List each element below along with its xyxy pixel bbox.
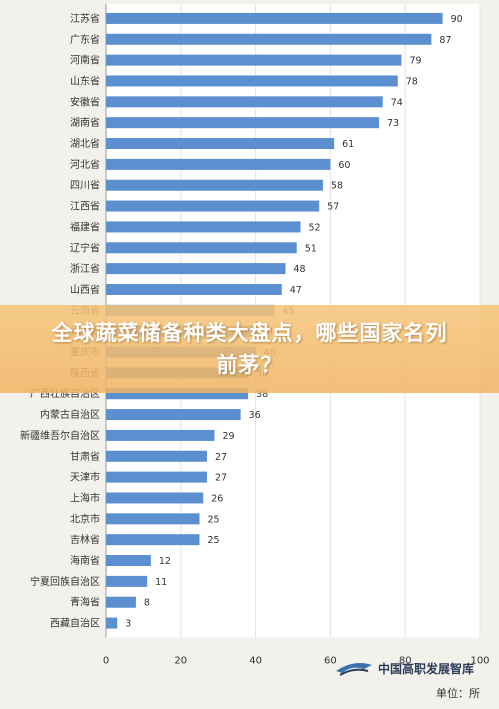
watermark: 中国高职发展智库 [334, 654, 494, 682]
value-label-24: 25 [208, 514, 220, 525]
watermark-logo-icon [336, 663, 372, 676]
bar-7 [106, 158, 331, 170]
bar-0 [106, 12, 443, 24]
bar-5 [106, 117, 380, 129]
value-label-6: 61 [342, 139, 354, 150]
category-label-5: 湖南省 [70, 116, 100, 129]
bar-13 [106, 283, 282, 295]
banner-title: 全球蔬菜储备种类大盘点，哪些国家名列前茅？ [51, 321, 448, 377]
value-label-20: 29 [222, 431, 234, 442]
category-label-28: 青海省 [70, 596, 100, 609]
bar-6 [106, 138, 335, 150]
category-label-13: 山西省 [70, 283, 100, 296]
bar-28 [106, 596, 136, 608]
value-label-0: 90 [451, 14, 463, 25]
x-tick-label-0: 0 [103, 656, 109, 667]
bar-27 [106, 575, 148, 587]
bar-9 [106, 200, 320, 212]
bar-1 [106, 33, 432, 45]
x-tick-label-5: 100 [470, 656, 489, 667]
category-label-2: 河南省 [70, 54, 100, 67]
bar-3 [106, 75, 398, 87]
value-label-21: 27 [215, 452, 227, 463]
value-label-4: 74 [391, 97, 403, 108]
category-label-11: 辽宁省 [70, 241, 100, 254]
value-label-11: 51 [305, 243, 317, 254]
category-label-4: 安徽省 [70, 95, 100, 108]
x-tick-label-2: 40 [249, 656, 262, 667]
title-banner: 全球蔬菜储备种类大盘点，哪些国家名列前茅？ [0, 305, 499, 393]
category-label-8: 四川省 [70, 179, 100, 192]
x-tick-label-1: 20 [174, 656, 187, 667]
category-label-7: 河北省 [70, 158, 100, 171]
category-label-20: 新疆维吾尔自治区 [20, 429, 100, 442]
category-label-24: 北京市 [70, 512, 100, 525]
bar-4 [106, 96, 383, 108]
category-label-6: 湖北省 [70, 137, 100, 150]
bar-18 [106, 388, 249, 400]
value-label-1: 87 [439, 35, 451, 46]
bar-11 [106, 242, 297, 254]
category-label-19: 内蒙古自治区 [40, 408, 100, 421]
value-label-29: 3 [125, 619, 131, 630]
value-label-26: 12 [159, 556, 171, 567]
bar-19 [106, 409, 241, 421]
value-label-3: 78 [406, 76, 418, 87]
category-label-25: 吉林省 [70, 533, 100, 546]
value-label-27: 11 [155, 577, 167, 588]
value-label-10: 52 [308, 222, 320, 233]
category-label-10: 福建省 [70, 220, 100, 233]
category-label-26: 海南省 [70, 554, 100, 567]
bar-12 [106, 263, 286, 275]
value-label-12: 48 [294, 264, 306, 275]
category-label-1: 广东省 [70, 33, 100, 46]
bar-10 [106, 221, 301, 233]
value-label-23: 26 [211, 493, 223, 504]
bar-23 [106, 492, 204, 504]
category-label-27: 宁夏回族自治区 [30, 575, 100, 588]
bar-21 [106, 450, 207, 462]
bar-22 [106, 471, 207, 483]
category-label-23: 上海市 [70, 491, 100, 504]
value-label-19: 36 [249, 410, 261, 421]
unit-label: 单位：所 [436, 687, 480, 700]
bar-20 [106, 429, 215, 441]
category-label-29: 西藏自治区 [50, 617, 100, 630]
watermark-text: 中国高职发展智库 [378, 661, 475, 676]
value-label-28: 8 [144, 598, 150, 609]
value-label-2: 79 [409, 56, 421, 67]
category-label-22: 天津市 [70, 471, 100, 484]
value-label-25: 25 [208, 535, 220, 546]
bar-24 [106, 513, 200, 525]
category-label-9: 江西省 [70, 200, 100, 213]
category-label-3: 山东省 [70, 74, 100, 87]
value-label-7: 60 [338, 160, 350, 171]
value-label-18: 38 [256, 389, 268, 400]
value-label-5: 73 [387, 118, 399, 129]
value-label-8: 58 [331, 181, 343, 192]
category-label-21: 甘肃省 [70, 450, 100, 463]
category-label-12: 浙江省 [70, 262, 100, 275]
bar-8 [106, 179, 323, 191]
value-label-9: 57 [327, 202, 339, 213]
category-label-0: 江苏省 [70, 12, 100, 25]
bar-2 [106, 54, 402, 66]
bar-26 [106, 555, 151, 567]
value-label-22: 27 [215, 473, 227, 484]
bar-25 [106, 534, 200, 546]
x-tick-label-3: 60 [324, 656, 337, 667]
value-label-13: 47 [290, 285, 302, 296]
bar-29 [106, 617, 118, 629]
x-tick-label-4: 80 [399, 656, 412, 667]
